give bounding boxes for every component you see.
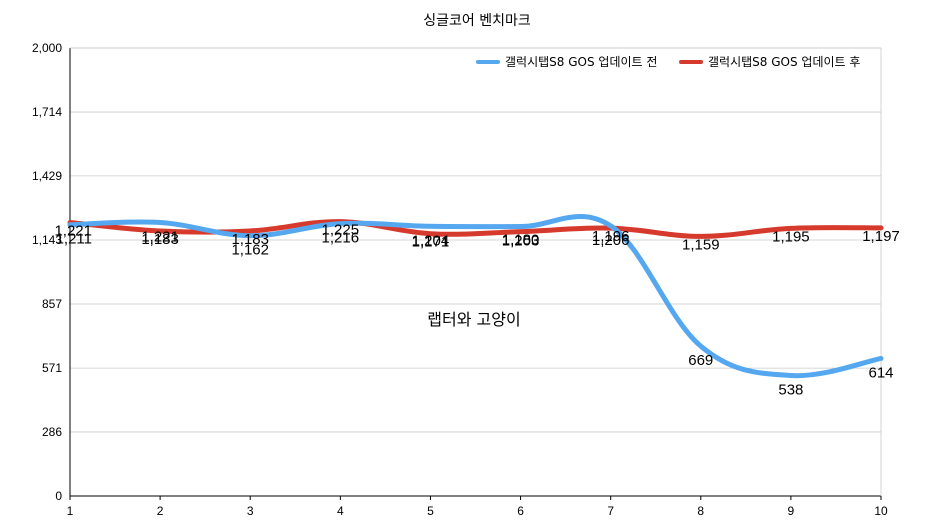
data-label: 1,196 (592, 228, 630, 245)
y-tick-label: 1,143 (32, 233, 62, 247)
legend: 갤럭시탭S8 GOS 업데이트 전 갤럭시탭S8 GOS 업데이트 후 (476, 55, 860, 69)
data-label: 614 (868, 364, 893, 381)
data-label: 669 (688, 352, 713, 369)
x-tick-label: 3 (247, 504, 254, 518)
x-tick-label: 9 (788, 504, 795, 518)
gridlines (69, 47, 882, 497)
data-label: 1,221 (141, 228, 179, 245)
y-tick-label: 286 (42, 425, 62, 439)
x-tick-label: 2 (157, 504, 164, 518)
data-label: 1,221 (54, 222, 92, 239)
x-tick-label: 6 (517, 504, 524, 518)
data-label: 1,206 (592, 232, 630, 249)
data-label: 1,171 (412, 234, 450, 251)
data-label: 1,204 (412, 232, 450, 249)
data-label: 1,195 (772, 228, 810, 245)
data-label: 1,180 (502, 232, 540, 249)
data-label: 1,225 (322, 222, 360, 239)
series-lines (67, 214, 884, 379)
data-label: 1,162 (231, 242, 269, 259)
data-label: 1,183 (141, 231, 179, 248)
y-tick-label: 1,714 (32, 105, 62, 119)
x-axis-ticks: 1 2 3 4 5 6 7 8 9 10 (67, 496, 888, 518)
chart-title: 싱글코어 벤치마크 (423, 13, 531, 29)
x-tick-label: 4 (337, 504, 344, 518)
series-before-line (67, 214, 884, 379)
data-label: 1,159 (682, 236, 720, 253)
y-tick-label: 571 (42, 361, 62, 375)
x-tick-label: 10 (874, 504, 888, 518)
x-tick-label: 1 (67, 504, 74, 518)
watermark-text: 랩터와 고양이 (427, 310, 520, 329)
y-tick-label: 2,000 (32, 41, 62, 55)
y-axis-ticks: 0 286 571 857 1,143 1,429 1,714 2,000 (32, 41, 62, 503)
data-label: 1,203 (502, 233, 540, 250)
x-tick-label: 7 (607, 504, 614, 518)
x-tick-label: 5 (427, 504, 434, 518)
y-tick-label: 1,429 (32, 169, 62, 183)
data-label: 1,197 (862, 228, 900, 245)
data-label: 538 (778, 381, 803, 398)
data-label: 1,216 (322, 230, 360, 247)
legend-label: 갤럭시탭S8 GOS 업데이트 전 (505, 55, 657, 69)
data-label: 1,211 (56, 231, 92, 248)
y-tick-label: 0 (55, 489, 62, 503)
legend-label: 갤럭시탭S8 GOS 업데이트 후 (708, 55, 860, 69)
data-label: 1,183 (231, 231, 269, 248)
x-tick-label: 8 (697, 504, 704, 518)
y-tick-label: 857 (42, 297, 62, 311)
